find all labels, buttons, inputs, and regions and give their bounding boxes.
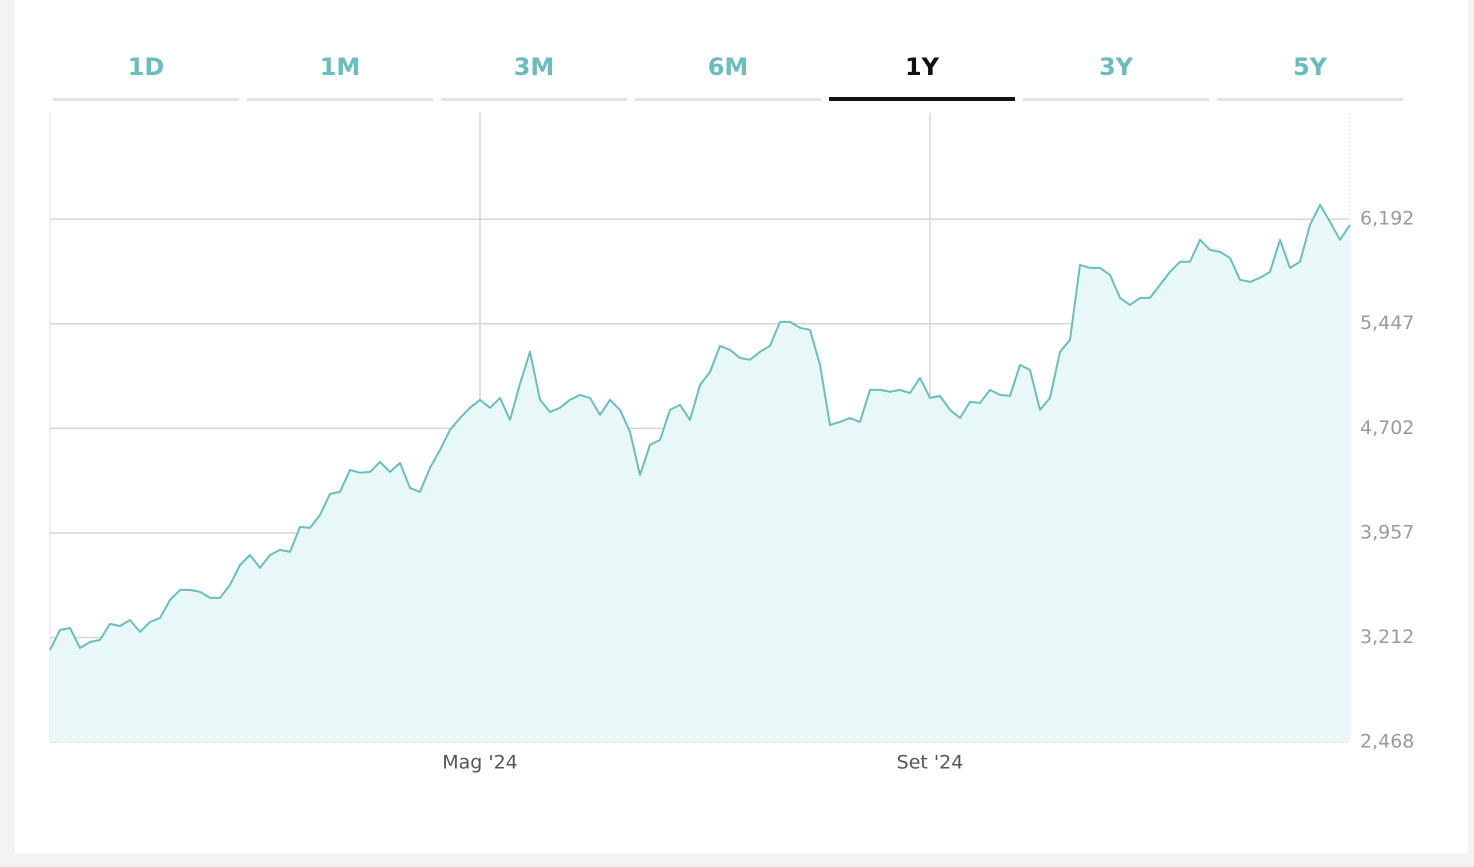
tab-underline[interactable]: [247, 98, 433, 101]
tab-label[interactable]: 3Y: [1099, 53, 1134, 81]
y-tick-label: 5,447: [1360, 312, 1414, 334]
tab-underline[interactable]: [53, 98, 239, 101]
tab-underline[interactable]: [635, 98, 821, 101]
y-tick-label: 2,468: [1360, 731, 1414, 753]
y-tick-label: 6,192: [1360, 208, 1414, 230]
tab-label[interactable]: 6M: [708, 53, 749, 81]
tab-underline-selected[interactable]: [829, 97, 1015, 101]
x-tick-label: Mag '24: [442, 752, 518, 774]
y-tick-label: 4,702: [1360, 417, 1414, 439]
x-tick-label: Set '24: [897, 752, 964, 774]
tab-label[interactable]: 5Y: [1293, 53, 1328, 81]
tab-label[interactable]: 1M: [320, 53, 361, 81]
line: [49, 203, 1351, 651]
tab-label[interactable]: 3M: [514, 53, 555, 81]
y-tick-label: 3,212: [1360, 626, 1414, 648]
tab-underline[interactable]: [441, 98, 627, 101]
y-tick-label: 3,957: [1360, 521, 1414, 543]
area: [50, 204, 1350, 743]
tab-label[interactable]: 1D: [128, 53, 165, 81]
tab-underline[interactable]: [1217, 98, 1403, 101]
tab-label[interactable]: 1Y: [905, 53, 940, 81]
tab-underline[interactable]: [1023, 98, 1209, 101]
